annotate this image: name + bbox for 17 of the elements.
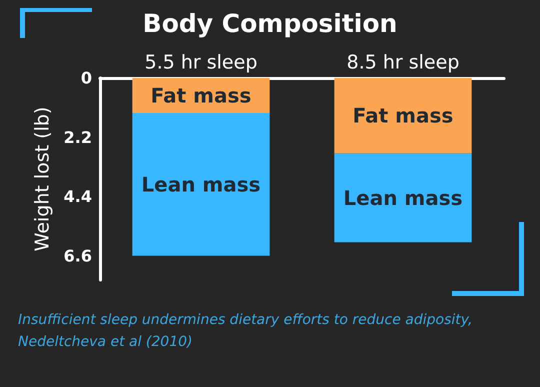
x-tick-label: 5.5 hr sleep [144,52,258,74]
text: Nedeltcheva et al (2010) [18,334,192,350]
bar [132,113,270,256]
bar [334,78,472,154]
y-tick-label: 2.2 [64,128,92,147]
series-label: Lean mass [141,172,261,196]
x-tick-label: 8.5 hr sleep [346,52,460,74]
text: Lean mass [343,186,463,210]
y-tick-label: 4.4 [64,187,92,206]
bar [334,153,472,242]
text: Fat mass [352,104,454,128]
y-tick-label: 0 [80,68,92,88]
y-tick-label: 6.6 [64,246,92,266]
series-label: Fat mass [150,84,252,108]
text: Insufficient sleep undermines dietary efforts to reduce adiposity, [18,312,472,328]
chart-title: Body Composition [142,9,398,38]
y-axis-title: Weight lost (lb) [32,106,54,252]
